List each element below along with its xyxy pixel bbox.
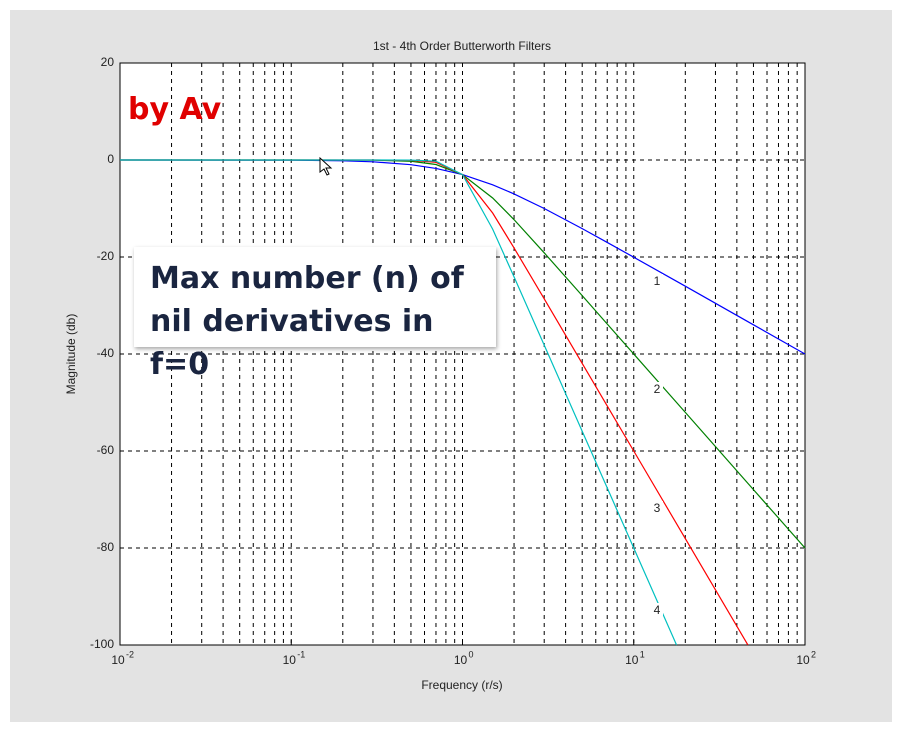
x-tick-exponent: 2 xyxy=(811,649,816,659)
series-label-bg xyxy=(651,382,663,398)
series-label: 1 xyxy=(654,274,661,288)
series-label: 2 xyxy=(654,382,661,396)
x-tick-exponent: 1 xyxy=(640,649,645,659)
x-axis-label: Frequency (r/s) xyxy=(421,678,502,692)
y-axis-label: Magnitude (db) xyxy=(64,314,78,395)
series-line xyxy=(120,159,678,646)
callout: Max number (n) of nil derivatives in f=0 xyxy=(134,247,496,382)
y-tick-label: -100 xyxy=(90,637,114,651)
y-tick-label: 20 xyxy=(101,55,115,69)
x-tick-exponent: -1 xyxy=(297,649,305,659)
x-tick-exponent: 0 xyxy=(469,649,474,659)
cursor xyxy=(319,156,333,176)
x-tick-exponent: -2 xyxy=(126,649,134,659)
series-label-bg xyxy=(651,501,663,517)
watermark: by Av xyxy=(128,92,222,127)
y-tick-label: -20 xyxy=(97,249,115,263)
x-tick-label: 10 xyxy=(111,653,125,667)
y-tick-label: -40 xyxy=(97,346,115,360)
x-tick-label: 10 xyxy=(796,653,810,667)
y-tick-label: 0 xyxy=(107,152,114,166)
y-tick-label: -60 xyxy=(97,443,115,457)
x-tick-label: 10 xyxy=(625,653,639,667)
x-tick-label: 10 xyxy=(454,653,468,667)
series-line xyxy=(119,159,806,355)
series-label-bg xyxy=(651,274,663,290)
series-label: 3 xyxy=(654,501,661,515)
y-tick-label: -80 xyxy=(97,540,115,554)
series-label: 4 xyxy=(654,603,661,617)
chart-title: 1st - 4th Order Butterworth Filters xyxy=(373,39,551,53)
series-label-bg xyxy=(651,603,663,619)
x-tick-label: 10 xyxy=(283,653,297,667)
